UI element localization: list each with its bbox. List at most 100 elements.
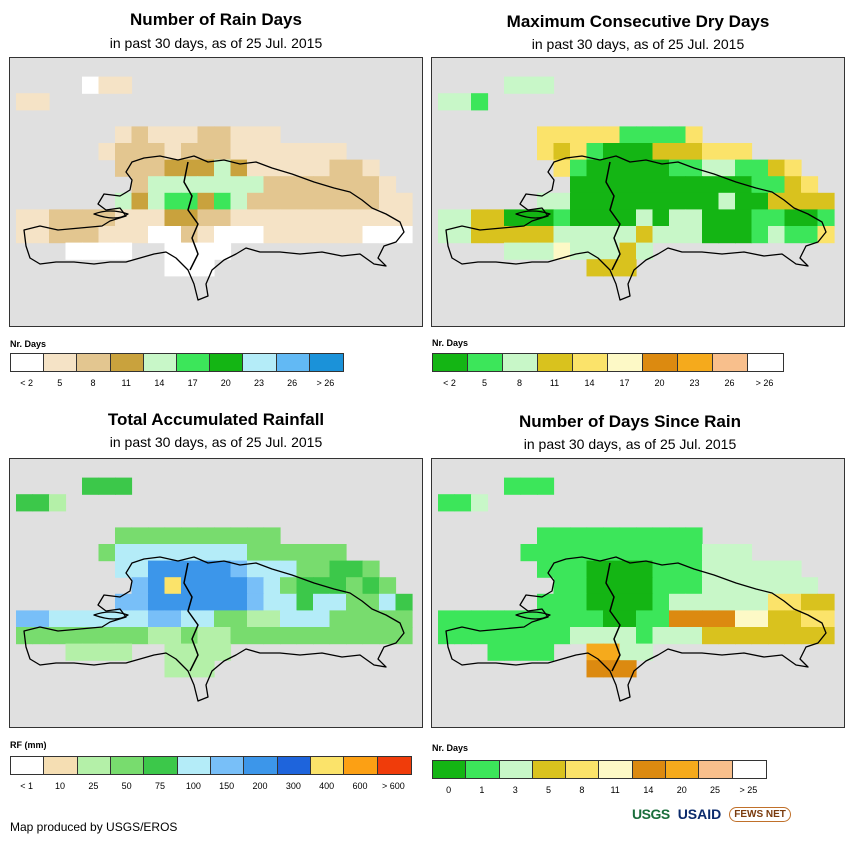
legend-tick-label: 600 [352, 781, 368, 791]
grid-cell [636, 544, 654, 562]
grid-cell [131, 560, 149, 578]
grid-cell [603, 560, 621, 578]
map-days-since-rain[interactable] [431, 458, 845, 728]
grid-cell [471, 93, 489, 111]
grid-cell [115, 560, 133, 578]
grid-cell [636, 226, 654, 244]
grid-cell [181, 192, 199, 210]
legend-swatch [309, 354, 343, 371]
grid-cell [197, 209, 215, 227]
legend-swatch [44, 354, 78, 371]
grid-cell [454, 93, 472, 111]
grid-cell [817, 593, 835, 611]
legend-tick-label: 10 [54, 781, 66, 791]
grid-cell [164, 126, 182, 144]
grid-cell [49, 494, 67, 512]
grid-cell [619, 209, 637, 227]
grid-cell [768, 209, 786, 227]
grid-cell [82, 76, 100, 94]
grid-cell [65, 627, 83, 645]
gonave-island [515, 611, 551, 620]
grid-cell [537, 627, 555, 645]
grid-cell [553, 242, 571, 260]
gonave-island [515, 210, 551, 219]
grid-cell [619, 126, 637, 144]
legend-swatch [177, 757, 211, 774]
grid-cell [214, 544, 232, 562]
grid-cell [329, 209, 347, 227]
grid-cell [685, 126, 703, 144]
legend-swatch [643, 354, 678, 371]
legend-tick-label: 11 [549, 378, 560, 388]
grid-cell [702, 226, 720, 244]
panel-2-title: Maximum Consecutive Dry Days [506, 12, 770, 31]
grid-cell [181, 593, 199, 611]
grid-cell [570, 627, 588, 645]
grid-cell [553, 610, 571, 628]
grid-cell [751, 226, 769, 244]
grid-cell [636, 577, 654, 595]
grid-cell [313, 226, 331, 244]
legend-tick-label: 50 [121, 781, 132, 791]
grid-cell [115, 242, 133, 260]
grid-cell [619, 226, 637, 244]
grid-cell [669, 126, 687, 144]
grid-cell [685, 593, 703, 611]
map-total-rainfall[interactable] [9, 458, 423, 728]
grid-cell [603, 126, 621, 144]
grid-cell [570, 192, 588, 210]
grid-cell [329, 192, 347, 210]
grid-cell [313, 143, 331, 161]
grid-cell [685, 527, 703, 545]
grid-cell [65, 610, 83, 628]
grid-cell [504, 627, 522, 645]
grid-cell [148, 593, 166, 611]
legend-swatch [210, 757, 245, 774]
grid-cell [669, 527, 687, 545]
grid-cell [570, 593, 588, 611]
grid-cell [181, 126, 199, 144]
grid-cell [230, 209, 248, 227]
grid-cell [148, 627, 166, 645]
grid-cell [438, 610, 456, 628]
grid-cell [181, 610, 199, 628]
grid-cell [164, 226, 182, 244]
grid-cell [619, 527, 637, 545]
legend-swatch [210, 354, 244, 371]
grid-cell [379, 627, 397, 645]
grid-cell [296, 593, 314, 611]
grid-cell [313, 192, 331, 210]
legend-swatch [77, 757, 111, 774]
grid-cell [280, 577, 298, 595]
grid-cell [504, 477, 522, 495]
legend-tick-label: 0 [446, 785, 452, 795]
grid-cell [115, 544, 133, 562]
grid-cell [553, 527, 571, 545]
grid-cell [438, 494, 456, 512]
map-max-dry-days[interactable] [431, 57, 845, 327]
grid-cell [32, 209, 50, 227]
grid-cell [197, 242, 215, 260]
grid-cell [115, 643, 133, 661]
grid-cell [362, 593, 380, 611]
grid-cell [570, 209, 588, 227]
gonave-island [93, 210, 129, 219]
grid-cell [718, 192, 736, 210]
grid-cell [197, 226, 215, 244]
legend-swatch [11, 354, 45, 371]
grid-cell [652, 627, 670, 645]
grid-cell [164, 159, 182, 177]
grid-cell [553, 560, 571, 578]
grid-cell [520, 242, 538, 260]
legend-swatch [243, 354, 277, 371]
grid-cell [553, 577, 571, 595]
grid-cell [49, 209, 67, 227]
panel-3-subtitle: in past 30 days, as of 25 Jul. 2015 [109, 434, 323, 450]
grid-cell [82, 627, 100, 645]
grid-cell [652, 544, 670, 562]
grid-cell [768, 610, 786, 628]
map-rain-days[interactable] [9, 57, 423, 327]
legend-swatch [244, 757, 278, 774]
legend-swatch [277, 757, 311, 774]
grid-cell [520, 226, 538, 244]
